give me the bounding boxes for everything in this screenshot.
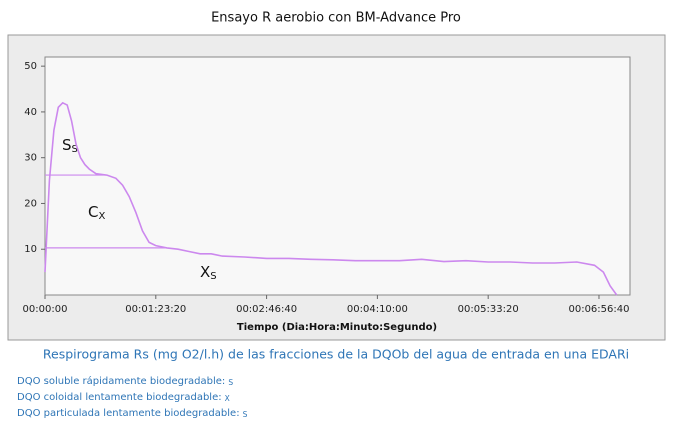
note-text: DQO coloidal lentamente biodegradable: (17, 392, 222, 403)
note-sub: S (228, 378, 233, 387)
caption: Respirograma Rs (mg O2/l.h) de las fracc… (43, 347, 629, 362)
x-tick-label: 00:00:00 (23, 304, 68, 315)
note: DQO soluble rápidamente biodegradable: S (17, 375, 233, 387)
annotation-text: S (62, 136, 72, 154)
annotation-text: X (200, 263, 210, 281)
note: DQO particulada lentamente biodegradable… (17, 408, 248, 419)
y-tick-label: 30 (24, 153, 37, 164)
note-sub: X (225, 394, 230, 403)
y-tick-label: 20 (24, 198, 37, 209)
note-text: DQO particulada lentamente biodegradable… (17, 408, 240, 419)
y-tick-label: 40 (24, 107, 37, 118)
annotation: XS (200, 263, 217, 283)
x-tick-label: 00:01:23:20 (125, 304, 186, 315)
annotation-sub: S (210, 271, 216, 282)
note: DQO coloidal lentamente biodegradable: X (17, 392, 230, 403)
annotation-text: C (88, 203, 98, 221)
x-tick-label: 00:05:33:20 (458, 304, 519, 315)
y-tick-label: 10 (24, 244, 37, 255)
note-sub: S (243, 410, 248, 419)
chart-title: Ensayo R aerobio con BM-Advance Pro (211, 11, 461, 26)
x-tick-label: 00:04:10:00 (347, 304, 408, 315)
data-line (44, 101, 618, 296)
note-text: DQO soluble rápidamente biodegradable: (17, 375, 225, 387)
annotation-sub: X (98, 211, 105, 222)
annotation: SS (62, 136, 78, 156)
x-tick-label: 00:02:46:40 (236, 304, 297, 315)
annotation: CX (88, 203, 105, 223)
x-axis-label: Tiempo (Dia:Hora:Minuto:Segundo) (237, 322, 437, 333)
x-tick-label: 00:06:56:40 (568, 304, 629, 315)
plot-area (44, 56, 631, 296)
y-tick-label: 50 (24, 61, 37, 72)
annotation-sub: S (72, 144, 78, 155)
